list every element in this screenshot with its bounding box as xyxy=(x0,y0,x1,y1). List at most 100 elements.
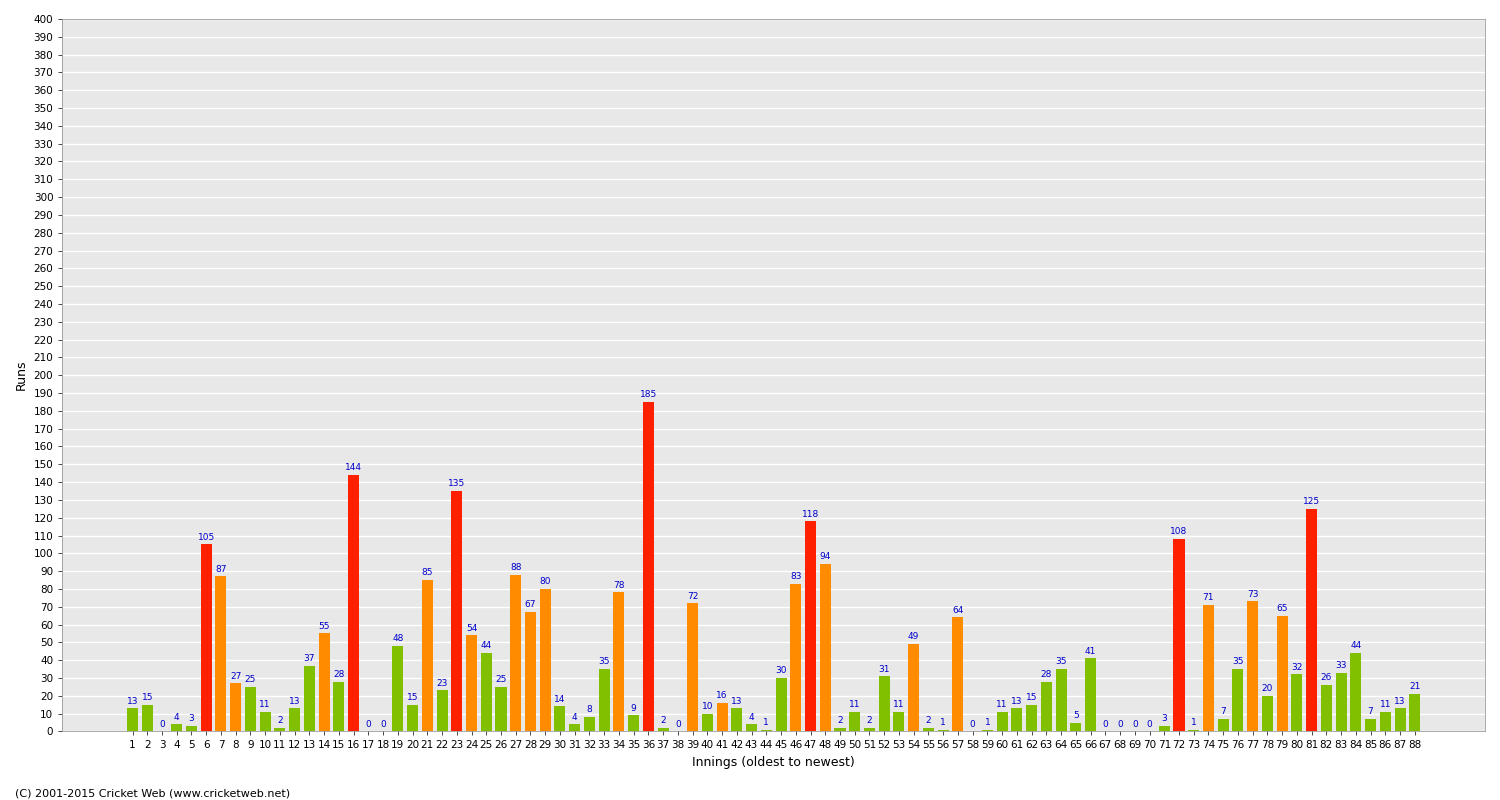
Text: 4: 4 xyxy=(174,713,180,722)
Bar xyxy=(393,646,404,731)
Bar xyxy=(452,491,462,731)
Text: 13: 13 xyxy=(290,697,300,706)
Text: 94: 94 xyxy=(819,552,831,562)
Text: 144: 144 xyxy=(345,463,362,472)
Text: 13: 13 xyxy=(730,697,742,706)
Bar xyxy=(819,564,831,731)
Bar xyxy=(717,703,728,731)
Bar xyxy=(422,580,434,731)
Bar xyxy=(244,687,256,731)
Text: 20: 20 xyxy=(1262,684,1274,693)
Text: 71: 71 xyxy=(1203,594,1214,602)
Text: 14: 14 xyxy=(555,695,566,704)
Text: 32: 32 xyxy=(1292,662,1302,672)
Text: 11: 11 xyxy=(849,700,861,709)
Bar xyxy=(1158,726,1170,731)
Bar xyxy=(1041,682,1052,731)
Bar xyxy=(1276,616,1287,731)
Bar xyxy=(732,708,742,731)
Text: 9: 9 xyxy=(632,704,636,713)
Bar xyxy=(304,666,315,731)
Bar xyxy=(790,583,801,731)
Bar xyxy=(510,574,522,731)
Bar xyxy=(290,708,300,731)
Text: 25: 25 xyxy=(244,675,256,684)
Text: 54: 54 xyxy=(466,623,477,633)
Text: 1: 1 xyxy=(984,718,990,727)
Text: 35: 35 xyxy=(598,658,610,666)
Bar xyxy=(834,728,846,731)
Text: 41: 41 xyxy=(1084,646,1096,656)
Bar xyxy=(495,687,507,731)
Text: 4: 4 xyxy=(572,713,578,722)
Bar xyxy=(466,635,477,731)
Text: 0: 0 xyxy=(675,720,681,729)
Text: 26: 26 xyxy=(1320,674,1332,682)
Text: 80: 80 xyxy=(540,578,550,586)
Bar xyxy=(952,618,963,731)
Bar xyxy=(908,644,920,731)
Text: 35: 35 xyxy=(1232,658,1244,666)
Bar xyxy=(628,715,639,731)
Text: 1: 1 xyxy=(1191,718,1197,727)
Text: 7: 7 xyxy=(1368,707,1374,716)
Bar xyxy=(1011,708,1023,731)
Text: (C) 2001-2015 Cricket Web (www.cricketweb.net): (C) 2001-2015 Cricket Web (www.cricketwe… xyxy=(15,788,290,798)
Text: 118: 118 xyxy=(802,510,819,518)
Text: 11: 11 xyxy=(260,700,272,709)
Bar xyxy=(1233,669,1244,731)
Bar xyxy=(644,402,654,731)
Text: 125: 125 xyxy=(1304,497,1320,506)
Bar xyxy=(1306,509,1317,731)
Text: 72: 72 xyxy=(687,591,699,601)
Text: 7: 7 xyxy=(1221,707,1226,716)
Bar xyxy=(702,714,712,731)
Text: 27: 27 xyxy=(230,672,242,681)
Bar xyxy=(1203,605,1214,731)
Text: 30: 30 xyxy=(776,666,788,675)
Bar xyxy=(1380,712,1390,731)
Text: 0: 0 xyxy=(1118,720,1124,729)
Bar xyxy=(687,603,698,731)
Text: 13: 13 xyxy=(1011,697,1023,706)
Bar xyxy=(1056,669,1066,731)
Bar xyxy=(216,577,226,731)
Text: 48: 48 xyxy=(392,634,404,643)
Text: 64: 64 xyxy=(952,606,963,614)
Text: 28: 28 xyxy=(1041,670,1052,679)
Text: 11: 11 xyxy=(1380,700,1390,709)
Bar xyxy=(614,593,624,731)
Bar xyxy=(657,728,669,731)
Text: 16: 16 xyxy=(717,691,728,700)
Text: 8: 8 xyxy=(586,706,592,714)
Text: 15: 15 xyxy=(141,693,153,702)
Text: 0: 0 xyxy=(1132,720,1137,729)
Bar xyxy=(894,712,904,731)
Bar xyxy=(186,726,196,731)
Text: 4: 4 xyxy=(748,713,754,722)
Y-axis label: Runs: Runs xyxy=(15,360,28,390)
Text: 85: 85 xyxy=(422,568,434,578)
Bar xyxy=(849,712,861,731)
Text: 0: 0 xyxy=(380,720,386,729)
Bar xyxy=(1246,602,1258,731)
Text: 88: 88 xyxy=(510,563,522,572)
Bar xyxy=(436,690,447,731)
Bar xyxy=(879,676,890,731)
Bar xyxy=(1188,730,1200,731)
Bar xyxy=(1084,658,1096,731)
Text: 11: 11 xyxy=(892,700,904,709)
Text: 15: 15 xyxy=(1026,693,1038,702)
Bar xyxy=(982,730,993,731)
Text: 108: 108 xyxy=(1170,527,1188,536)
Text: 2: 2 xyxy=(926,716,932,725)
Text: 0: 0 xyxy=(970,720,975,729)
Text: 0: 0 xyxy=(1146,720,1152,729)
Text: 13: 13 xyxy=(1395,697,1406,706)
Text: 105: 105 xyxy=(198,533,214,542)
Bar xyxy=(201,545,211,731)
Text: 185: 185 xyxy=(640,390,657,399)
Bar xyxy=(760,730,772,731)
Text: 67: 67 xyxy=(525,601,536,610)
Bar xyxy=(555,706,566,731)
